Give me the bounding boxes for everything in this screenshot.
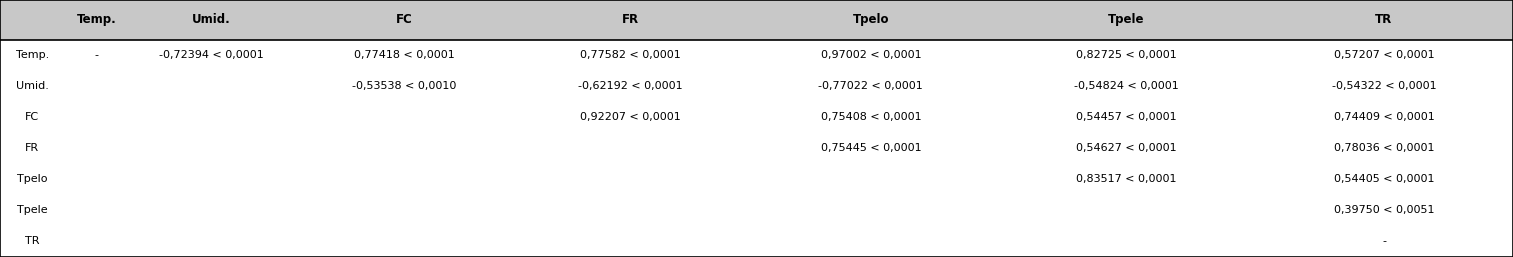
Text: 0,54627 < 0,0001: 0,54627 < 0,0001: [1076, 143, 1176, 153]
Bar: [0, 195, 1513, 226]
Text: 0,57207 < 0,0001: 0,57207 < 0,0001: [1333, 50, 1434, 60]
Text: Tpele: Tpele: [1108, 13, 1144, 26]
Text: Tpele: Tpele: [17, 205, 47, 215]
Text: 0,74409 < 0,0001: 0,74409 < 0,0001: [1333, 112, 1434, 122]
Bar: [0, 40, 1513, 71]
Text: -0,62192 < 0,0001: -0,62192 < 0,0001: [578, 81, 682, 91]
Bar: [0, 226, 1513, 257]
Text: 0,75408 < 0,0001: 0,75408 < 0,0001: [820, 112, 921, 122]
Text: 0,54405 < 0,0001: 0,54405 < 0,0001: [1334, 175, 1434, 185]
Text: 0,83517 < 0,0001: 0,83517 < 0,0001: [1076, 175, 1176, 185]
Text: Tpelo: Tpelo: [853, 13, 890, 26]
Text: 0,97002 < 0,0001: 0,97002 < 0,0001: [820, 50, 921, 60]
Text: Umid.: Umid.: [192, 13, 230, 26]
Bar: [0, 71, 1513, 102]
Bar: [0, 0, 1513, 40]
Text: 0,77582 < 0,0001: 0,77582 < 0,0001: [579, 50, 681, 60]
Text: Temp.: Temp.: [15, 50, 48, 60]
Text: -0,53538 < 0,0010: -0,53538 < 0,0010: [353, 81, 457, 91]
Text: Temp.: Temp.: [77, 13, 117, 26]
Text: 0,54457 < 0,0001: 0,54457 < 0,0001: [1076, 112, 1176, 122]
Text: -0,54322 < 0,0001: -0,54322 < 0,0001: [1331, 81, 1436, 91]
Text: -: -: [1381, 236, 1386, 246]
Text: TR: TR: [1375, 13, 1392, 26]
Text: 0,92207 < 0,0001: 0,92207 < 0,0001: [579, 112, 681, 122]
Text: FC: FC: [26, 112, 39, 122]
Text: FR: FR: [26, 143, 39, 153]
Text: FR: FR: [622, 13, 638, 26]
Text: -0,54824 < 0,0001: -0,54824 < 0,0001: [1074, 81, 1179, 91]
Text: Umid.: Umid.: [15, 81, 48, 91]
Bar: [0, 133, 1513, 164]
Text: 0,77418 < 0,0001: 0,77418 < 0,0001: [354, 50, 455, 60]
Text: -0,72394 < 0,0001: -0,72394 < 0,0001: [159, 50, 263, 60]
Bar: [0, 164, 1513, 195]
Bar: [0, 102, 1513, 133]
Text: -0,77022 < 0,0001: -0,77022 < 0,0001: [819, 81, 923, 91]
Text: -: -: [95, 50, 98, 60]
Text: 0,39750 < 0,0051: 0,39750 < 0,0051: [1334, 205, 1434, 215]
Text: Tpelo: Tpelo: [17, 175, 47, 185]
Text: 0,78036 < 0,0001: 0,78036 < 0,0001: [1334, 143, 1434, 153]
Text: TR: TR: [26, 236, 39, 246]
Text: 0,82725 < 0,0001: 0,82725 < 0,0001: [1076, 50, 1176, 60]
Text: 0,75445 < 0,0001: 0,75445 < 0,0001: [820, 143, 921, 153]
Text: FC: FC: [396, 13, 413, 26]
